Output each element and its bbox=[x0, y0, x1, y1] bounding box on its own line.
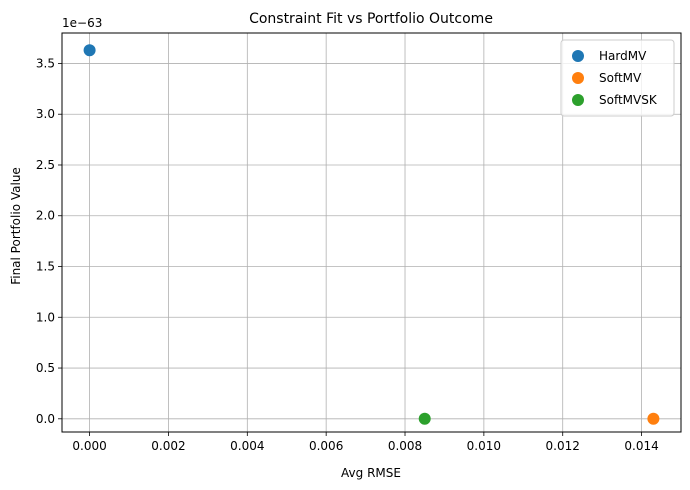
legend-marker-hardmv bbox=[572, 50, 584, 62]
x-axis-label: Avg RMSE bbox=[341, 466, 401, 480]
data-point-softmv bbox=[647, 412, 660, 425]
y-tick-label: 1.0 bbox=[36, 310, 55, 324]
x-tick-label: 0.014 bbox=[624, 439, 658, 453]
legend-box bbox=[560, 39, 675, 117]
grid bbox=[62, 33, 681, 432]
y-tick-label: 0.5 bbox=[36, 361, 55, 375]
x-tick-label: 0.006 bbox=[309, 439, 343, 453]
chart-title: Constraint Fit vs Portfolio Outcome bbox=[249, 11, 493, 27]
y-tick-label: 2.0 bbox=[36, 209, 55, 223]
legend-label-hardmv: HardMV bbox=[599, 49, 647, 63]
legend: HardMV SoftMV SoftMVSK bbox=[560, 39, 675, 117]
data-point-softmvsk bbox=[418, 412, 431, 425]
y-axis-label: Final Portfolio Value bbox=[9, 167, 23, 285]
data-point-hardmv bbox=[83, 44, 96, 57]
x-tick-label: 0.002 bbox=[151, 439, 185, 453]
y-offset-label: 1e−63 bbox=[62, 16, 102, 30]
legend-label-softmv: SoftMV bbox=[599, 71, 642, 85]
y-tick-label: 3.5 bbox=[36, 56, 55, 70]
legend-marker-softmv bbox=[572, 72, 584, 84]
x-tick-label: 0.008 bbox=[388, 439, 422, 453]
y-tick-label: 2.5 bbox=[36, 158, 55, 172]
data-points bbox=[83, 44, 660, 425]
legend-label-softmvsk: SoftMVSK bbox=[599, 93, 658, 107]
y-tick-label: 0.0 bbox=[36, 412, 55, 426]
y-tick-label: 3.0 bbox=[36, 107, 55, 121]
x-tick-label: 0.012 bbox=[546, 439, 580, 453]
x-tick-label: 0.000 bbox=[72, 439, 106, 453]
plot-frame bbox=[61, 32, 682, 433]
x-tick-label: 0.010 bbox=[467, 439, 501, 453]
x-tick-label: 0.004 bbox=[230, 439, 264, 453]
y-tick-label: 1.5 bbox=[36, 260, 55, 274]
legend-marker-softmvsk bbox=[572, 94, 584, 106]
axis-ticks: 0.000 0.002 0.004 0.006 0.008 0.010 0.012 0.014… bbox=[36, 56, 659, 453]
